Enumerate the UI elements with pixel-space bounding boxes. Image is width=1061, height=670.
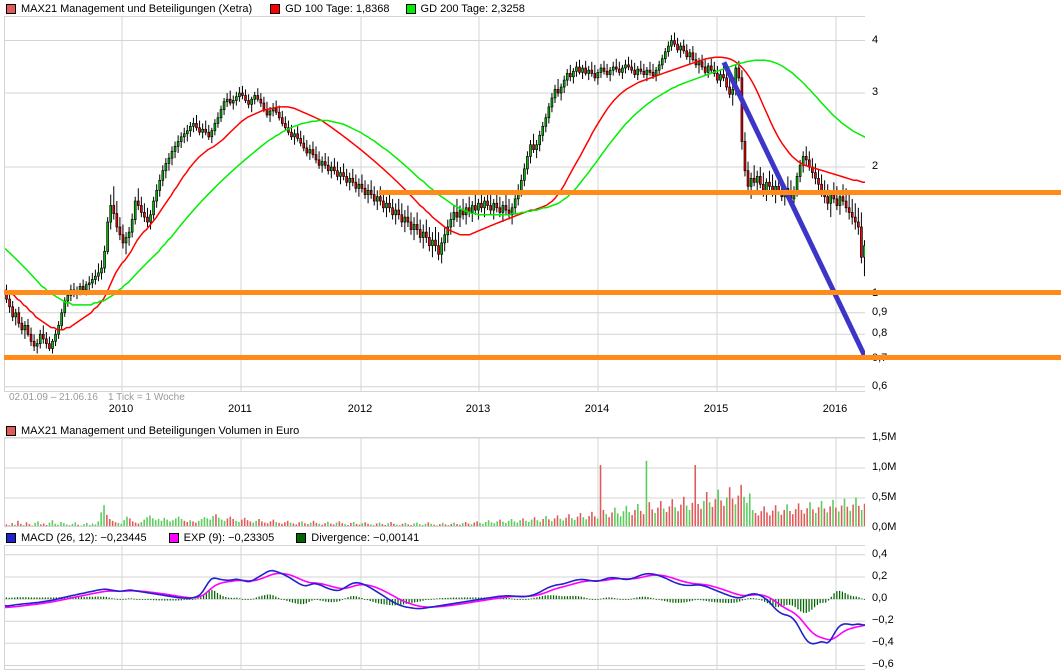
volume-y-tick-label: 1,5M bbox=[872, 431, 897, 443]
x-axis-year-label: 2011 bbox=[228, 403, 252, 415]
x-axis-year-label: 2012 bbox=[347, 403, 373, 415]
legend-label-instrument: MAX21 Management und Beteiligungen (Xetr… bbox=[21, 3, 253, 15]
legend-label-divergence: Divergence: −0,00141 bbox=[311, 532, 420, 544]
price-chart-svg bbox=[5, 17, 865, 391]
volume-chart-legend: MAX21 Management und Beteiligungen Volum… bbox=[0, 424, 1061, 438]
subtitle-tick-info: 1 Tick = 1 Woche bbox=[107, 392, 185, 403]
x-axis-year-label: 2016 bbox=[822, 403, 848, 415]
x-axis-year-label: 2015 bbox=[703, 403, 729, 415]
price-y-tick-label: 3 bbox=[872, 86, 879, 98]
price-y-tick-label: 2 bbox=[872, 160, 879, 172]
macd-y-tick-label: −0,2 bbox=[872, 614, 894, 626]
macd-chart-svg bbox=[5, 546, 865, 669]
macd-y-tick-label: 0,4 bbox=[872, 548, 888, 560]
price-y-tick-label: 0,9 bbox=[872, 306, 888, 318]
macd-chart-panel: 0,4 0,2 0,0 −0,2 −0,4 −0,6 bbox=[0, 545, 1061, 670]
legend-item-macd[interactable]: MACD (26, 12): −0,23445 bbox=[6, 532, 147, 544]
exp-color-swatch-icon bbox=[168, 533, 179, 543]
legend-item-gd200[interactable]: GD 200 Tage: 2,3258 bbox=[405, 3, 525, 15]
volume-chart-svg bbox=[5, 438, 865, 526]
x-axis-year-label: 2010 bbox=[108, 403, 134, 415]
volume-y-tick-label: 0,0M bbox=[872, 521, 897, 533]
price-y-tick-label: 0,8 bbox=[872, 327, 888, 339]
volume-chart-panel: 1,5M 1,0M 0,5M 0,0M bbox=[0, 432, 1061, 533]
macd-plot-area[interactable] bbox=[4, 545, 865, 670]
instrument-color-swatch-icon bbox=[6, 4, 16, 14]
legend-label-volume: MAX21 Management und Beteiligungen Volum… bbox=[21, 425, 300, 437]
divergence-color-swatch-icon bbox=[296, 533, 307, 543]
legend-label-gd200: GD 200 Tage: 2,3258 bbox=[420, 3, 525, 15]
support-line bbox=[4, 290, 1061, 295]
volume-color-swatch-icon bbox=[6, 426, 16, 436]
volume-plot-area[interactable] bbox=[4, 437, 865, 527]
x-axis-year-label: 2014 bbox=[584, 403, 610, 415]
macd-y-tick-label: 0,0 bbox=[872, 592, 888, 604]
support-line bbox=[4, 355, 1061, 360]
macd-color-swatch-icon bbox=[6, 533, 16, 543]
volume-y-tick-label: 0,5M bbox=[872, 491, 897, 503]
legend-label-macd: MACD (26, 12): −0,23445 bbox=[21, 532, 147, 544]
support-line bbox=[379, 190, 1061, 195]
gd100-color-swatch-icon bbox=[270, 4, 281, 14]
price-x-axis: 2010 2011 2012 2013 2014 2015 2016 bbox=[0, 402, 1061, 420]
macd-chart-legend: MACD (26, 12): −0,23445 EXP (9): −0,2330… bbox=[0, 531, 1061, 545]
macd-y-tick-label: 0,2 bbox=[872, 570, 888, 582]
legend-item-gd100[interactable]: GD 100 Tage: 1,8368 bbox=[270, 3, 390, 15]
subtitle-date-range: 02.01.09 – 21.06.16 bbox=[9, 392, 98, 403]
price-chart-panel: 43210,90,80,70,6 bbox=[0, 16, 1061, 392]
legend-item-exp[interactable]: EXP (9): −0,23305 bbox=[168, 532, 275, 544]
gd200-color-swatch-icon bbox=[405, 4, 416, 14]
x-axis-year-label: 2013 bbox=[465, 403, 491, 415]
legend-label-gd100: GD 100 Tage: 1,8368 bbox=[285, 3, 390, 15]
chart-range-subtitle: 02.01.09 – 21.06.16 1 Tick = 1 Woche bbox=[9, 392, 185, 403]
legend-item-divergence[interactable]: Divergence: −0,00141 bbox=[296, 532, 419, 544]
price-plot-area[interactable] bbox=[4, 16, 865, 392]
legend-label-exp: EXP (9): −0,23305 bbox=[183, 532, 275, 544]
macd-y-tick-label: −0,4 bbox=[872, 636, 894, 648]
macd-y-tick-label: −0,6 bbox=[872, 658, 894, 670]
legend-item-instrument[interactable]: MAX21 Management und Beteiligungen (Xetr… bbox=[6, 3, 252, 15]
price-y-tick-label: 4 bbox=[872, 34, 879, 46]
legend-item-volume[interactable]: MAX21 Management und Beteiligungen Volum… bbox=[6, 425, 299, 437]
volume-y-tick-label: 1,0M bbox=[872, 461, 897, 473]
price-chart-legend: MAX21 Management und Beteiligungen (Xetr… bbox=[0, 2, 1061, 16]
price-y-tick-label: 0,6 bbox=[872, 380, 888, 392]
